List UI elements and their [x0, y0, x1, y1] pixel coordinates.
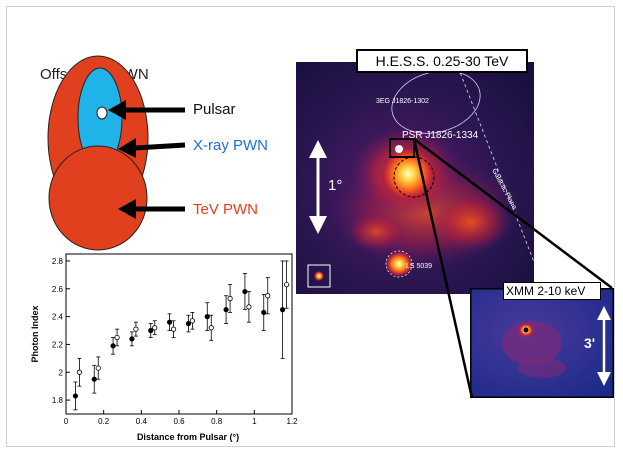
data-point-open	[152, 325, 158, 331]
source-3eg-label: 3EG J1826-1302	[376, 98, 429, 105]
psf-box	[307, 264, 331, 288]
y-tick-label: 2.2	[52, 340, 64, 349]
data-point-filled	[110, 343, 116, 349]
pulsar-arrow	[108, 100, 185, 120]
pulsar-label: Pulsar	[193, 101, 236, 118]
data-point-open	[114, 334, 120, 341]
x-tick-label: 0.8	[211, 417, 223, 426]
scale-label-1deg: 1°	[328, 177, 342, 194]
offset-pwn-schematic	[47, 55, 186, 251]
xray-pwn-label: X-ray PWN	[193, 137, 268, 154]
pulsar-dot	[96, 106, 108, 120]
data-point-filled	[204, 314, 210, 320]
x-tick-label: 0.4	[136, 417, 148, 426]
y-tick-label: 2.4	[52, 313, 64, 322]
data-point-open	[170, 326, 177, 332]
y-tick-label: 2.6	[52, 285, 64, 294]
x-tick-label: 0.2	[98, 417, 110, 426]
plot-frame	[65, 253, 293, 415]
data-point-open	[133, 326, 139, 332]
data-point-filled	[129, 336, 135, 342]
x-tick-label: 1.2	[286, 417, 298, 426]
slide-frame	[6, 6, 615, 447]
data-point-filled	[261, 309, 267, 316]
data-point-open	[227, 295, 233, 302]
data-point-open	[76, 369, 83, 375]
data-point-filled	[148, 327, 154, 334]
pulsar-name-label: PSR J1826-1334	[402, 130, 479, 141]
scale-arrow-3arcmin	[597, 306, 611, 386]
ls5039-label: LS 5039	[406, 263, 432, 270]
x-tick-label: 0.6	[173, 417, 185, 426]
data-point-filled	[185, 320, 192, 327]
scale-label-3arcmin: 3'	[584, 335, 595, 351]
tev-arrow	[118, 199, 185, 219]
xray-arrow	[118, 138, 186, 158]
y-tick-label: 2	[59, 368, 64, 377]
data-point-open	[246, 304, 252, 310]
data-point-open	[265, 293, 271, 299]
data-point-filled	[279, 307, 286, 313]
data-point-filled	[242, 288, 248, 295]
x-tick-label: 1	[252, 417, 257, 426]
y-axis-label: Photon Index	[30, 306, 40, 363]
photon-index-plot: 0 0.2 0.4 0.6 0.8 1 1.2 1.8 2 2.2 2.4 2.6 2.8 Distan…	[30, 253, 298, 442]
x-axis-label: Distance from Pulsar (°)	[137, 432, 239, 442]
xmm-inset-map: 3'	[470, 288, 614, 398]
y-tick-label: 2.8	[52, 257, 64, 266]
data-point-filled	[72, 393, 79, 399]
data-point-filled	[166, 319, 173, 325]
data-point-filled	[223, 307, 229, 313]
data-point-open	[208, 325, 214, 331]
xmm-energy-label: XMM 2-10 keV	[503, 282, 601, 300]
y-tick-label: 1.8	[52, 396, 64, 405]
plot-ticks: 0 0.2 0.4 0.6 0.8 1 1.2 1.8 2 2.2 2.4 2.6 2.8	[52, 257, 298, 426]
data-point-open	[283, 282, 290, 288]
tev-pwn-shape	[48, 145, 148, 251]
x-tick-label: 0	[64, 417, 69, 426]
scale-arrow-1deg	[309, 140, 327, 234]
data-point-open	[95, 365, 101, 371]
tev-pwn-label: TeV PWN	[193, 201, 259, 218]
data-point-open	[189, 318, 196, 324]
data-point-filled	[91, 376, 97, 382]
hess-energy-label: H.E.S.S. 0.25-30 TeV	[356, 49, 528, 73]
plot-points	[72, 260, 290, 411]
hess-sky-map: 1° 3EG J1826-1302 PSR J1826-1334 Galacti…	[296, 62, 534, 294]
